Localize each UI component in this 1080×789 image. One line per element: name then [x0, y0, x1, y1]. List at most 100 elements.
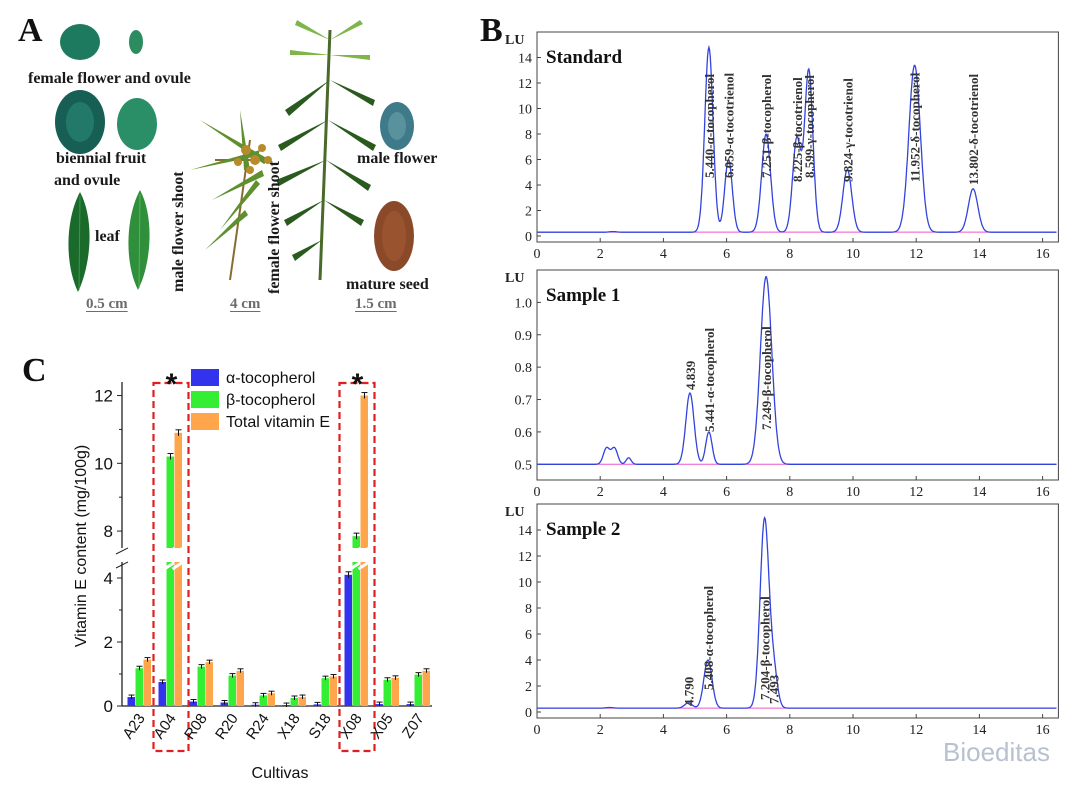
bar-X05-1 [383, 677, 391, 706]
x-tick-label: 0 [534, 723, 541, 738]
bar-A23-0 [127, 694, 135, 706]
bar-break-gap [171, 545, 186, 557]
x-tick-label: 14 [972, 485, 986, 500]
x-tick-label: 4 [660, 485, 667, 500]
y-tick-label: 1.0 [515, 296, 533, 311]
x-tick-label: R20 [212, 711, 242, 743]
x-tick-label: 14 [972, 247, 986, 262]
peak-label: 7.493 [767, 674, 782, 704]
bar-segment-upper [352, 536, 360, 548]
label-male-flower: male flower [357, 150, 438, 167]
bar [236, 670, 244, 706]
bar [383, 679, 391, 706]
x-tick-label: 16 [1036, 723, 1050, 738]
y-tick-label: 14 [518, 52, 532, 67]
legend-label: α-tocopherol [226, 370, 315, 387]
bar-R20-2 [236, 668, 244, 706]
bar-R08-0 [189, 699, 197, 706]
y-tick-label: 12 [518, 550, 532, 565]
peak-label: 6.059-α-tocotrienol [721, 73, 736, 178]
bar-R24-1 [259, 692, 267, 706]
y-tick-label: 2 [104, 633, 113, 652]
peak-label: 13.802-δ-tocotrienol [966, 74, 981, 185]
bar-segment-upper [360, 395, 368, 548]
bar-segment-upper [166, 456, 174, 548]
legend-swatch [191, 391, 219, 408]
x-tick-label: 2 [597, 485, 604, 500]
y-tick-label: 10 [518, 576, 532, 591]
highlight-box-A04 [152, 381, 190, 753]
bar [414, 674, 422, 706]
vitamin-e-bar-chart: 0 2 4 8 10 12 Vitamin E content (mg/100g) Culti… [73, 368, 432, 782]
y-tick-label: 0 [525, 706, 532, 721]
peak-label: 4.839 [683, 360, 698, 390]
bar-R24-0 [251, 702, 259, 707]
y-tick-label: 4 [525, 654, 532, 669]
bar-R08-1 [197, 664, 205, 706]
x-tick-label: 6 [723, 723, 730, 738]
peak-label: 5.441-α-tocopherol [702, 327, 717, 432]
sample1-chromatogram-frame [536, 269, 1059, 481]
x-tick-label: 10 [846, 485, 860, 500]
bar [158, 682, 166, 706]
bar-R20-1 [228, 673, 236, 706]
bar [135, 668, 143, 706]
bar [321, 678, 329, 706]
bar-A04-0 [158, 679, 166, 706]
x-tick-label: 12 [909, 723, 923, 738]
bar-break-gap [171, 559, 186, 571]
bar-Z07-1 [414, 672, 422, 706]
bar-Z07-2 [422, 668, 430, 706]
watermark: Bioeditas [943, 737, 1050, 767]
legend-label: β-tocopherol [226, 392, 315, 409]
panel-b-letter: B [480, 12, 503, 49]
bar-X18-1 [290, 695, 298, 706]
y-tick-label: 10 [94, 454, 113, 473]
bar [189, 701, 197, 706]
bar [344, 574, 352, 706]
peak-label: 8.599-γ-tocopherol [802, 75, 817, 178]
y-tick-label: 0 [525, 230, 532, 245]
y-tick-label: 0.5 [515, 458, 533, 473]
x-tick-label: 10 [846, 247, 860, 262]
bar-X05-2 [391, 675, 399, 706]
bar [127, 697, 135, 706]
scale-bar-1-5cm: 1.5 cm [355, 296, 397, 312]
ovule-photo [129, 30, 143, 54]
bar-break-gap [349, 545, 364, 557]
y-tick-label: 6 [525, 154, 532, 169]
x-axis-label: Cultivas [252, 765, 309, 782]
x-tick-label: Z07 [399, 711, 428, 742]
peak-label: 7.251-β-tocopherol [759, 74, 774, 178]
bar [267, 693, 275, 706]
x-tick-label: 0 [534, 247, 541, 262]
x-tick-label: A04 [151, 711, 180, 743]
bar-break-gap [357, 545, 372, 557]
bar-A23-2 [143, 657, 151, 706]
x-tick-label: X18 [275, 711, 304, 743]
x-tick-label: 14 [972, 723, 986, 738]
axis-break-mark [115, 547, 129, 555]
y-tick-label: 2 [525, 205, 532, 220]
label-biennial-fruit: biennial fruit [56, 150, 147, 167]
sample2-chromatogram-frame [536, 503, 1059, 719]
bar-R20-0 [220, 699, 228, 706]
female-flower-shoot-photo [276, 20, 376, 281]
scale-bar-0-5cm: 0.5 cm [86, 296, 128, 312]
sample1-chromatogram-y-unit: LU [505, 271, 524, 286]
bar-Z07-0 [406, 701, 414, 707]
y-tick-label: 14 [518, 524, 532, 539]
x-tick-label: 4 [660, 247, 667, 262]
label-female-flower-ovule: female flower and ovule [28, 70, 191, 87]
x-tick-label: X08 [337, 711, 366, 743]
bar [290, 698, 298, 706]
panel-a-letter: A [18, 12, 43, 49]
y-tick-label: 12 [94, 387, 113, 406]
peak-label: 5.440-α-tocopherol [702, 73, 717, 178]
bar [228, 675, 236, 706]
bar-R08-2 [205, 659, 213, 706]
y-tick-label: 0.7 [515, 394, 533, 409]
bar-segment-lower [166, 562, 174, 706]
label-mature-seed: mature seed [346, 276, 429, 293]
